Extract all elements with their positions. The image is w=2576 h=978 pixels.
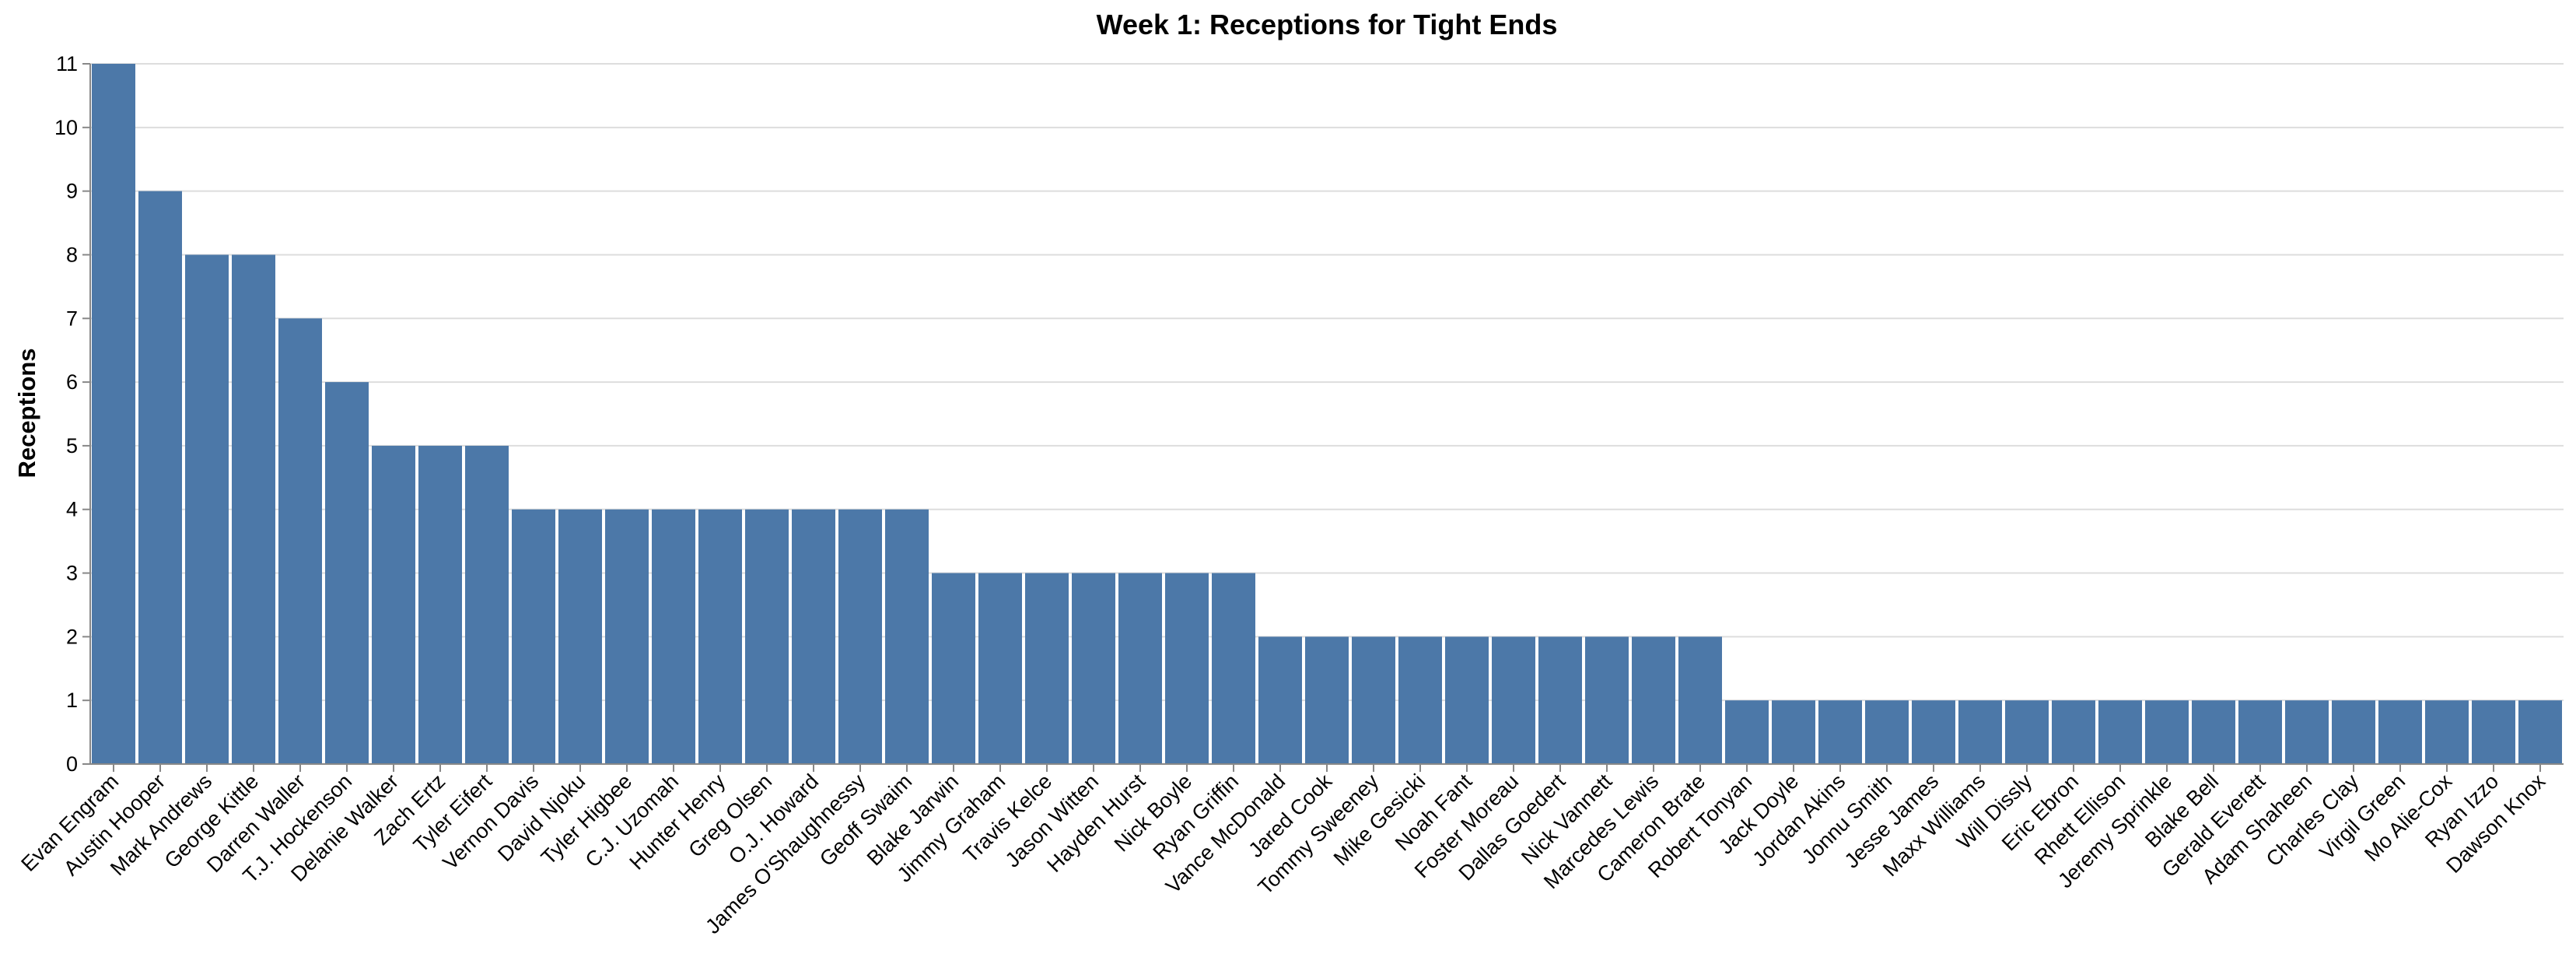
- bar: [2145, 700, 2189, 764]
- y-tick-label: 5: [66, 434, 78, 457]
- bar: [92, 64, 135, 764]
- bar: [418, 445, 462, 764]
- y-tick-label: 11: [56, 52, 78, 75]
- bar: [1398, 636, 1442, 764]
- bar: [2378, 700, 2422, 764]
- bar: [838, 509, 882, 764]
- bar: [605, 509, 649, 764]
- y-tick-label: 4: [66, 498, 78, 521]
- bar: [1865, 700, 1909, 764]
- bar: [465, 445, 509, 764]
- bar: [652, 509, 695, 764]
- bar: [2005, 700, 2049, 764]
- bar: [1212, 573, 1255, 764]
- bar: [1258, 636, 1302, 764]
- y-tick-label: 9: [66, 180, 78, 203]
- bar: [325, 382, 369, 764]
- bar: [1538, 636, 1582, 764]
- bar: [2238, 700, 2282, 764]
- bar: [1072, 573, 1115, 764]
- bar: [2425, 700, 2469, 764]
- bar: [1165, 573, 1209, 764]
- bar: [2052, 700, 2095, 764]
- bar: [2518, 700, 2562, 764]
- y-tick-label: 6: [66, 370, 78, 394]
- bar: [1725, 700, 1769, 764]
- bar: [2472, 700, 2515, 764]
- bar: [2285, 700, 2329, 764]
- bar: [1305, 636, 1349, 764]
- bar: [278, 318, 322, 765]
- bar: [1352, 636, 1395, 764]
- bar: [745, 509, 789, 764]
- bar: [232, 254, 275, 764]
- bar: [1445, 636, 1489, 764]
- bar: [512, 509, 555, 764]
- bar: [1958, 700, 2002, 764]
- y-tick-label: 1: [66, 689, 78, 712]
- y-tick-label: 7: [66, 307, 78, 330]
- bars: [92, 64, 2562, 765]
- bar: [1912, 700, 1955, 764]
- bar: [885, 509, 929, 764]
- bar: [185, 254, 229, 764]
- chart-title: Week 1: Receptions for Tight Ends: [1097, 9, 1558, 40]
- y-tick-label: 3: [66, 562, 78, 585]
- bar: [2332, 700, 2375, 764]
- bar: [2098, 700, 2142, 764]
- bar: [1492, 636, 1535, 764]
- y-tick-label: 2: [66, 625, 78, 648]
- bar: [558, 509, 602, 764]
- bar: [2192, 700, 2235, 764]
- bar: [1118, 573, 1162, 764]
- bar: [1772, 700, 1815, 764]
- bar: [1025, 573, 1069, 764]
- y-tick-label: 0: [66, 752, 78, 776]
- bar: [138, 191, 182, 765]
- y-axis-label: Receptions: [13, 348, 40, 478]
- bar: [792, 509, 835, 764]
- bar: [1818, 700, 1862, 764]
- bar: [932, 573, 975, 764]
- bar: [978, 573, 1022, 764]
- bar: [698, 509, 742, 764]
- bar: [1632, 636, 1675, 764]
- bar: [1678, 636, 1722, 764]
- y-tick-label: 8: [66, 243, 78, 266]
- bar: [372, 445, 415, 764]
- bar: [1585, 636, 1629, 764]
- y-tick-label: 10: [54, 116, 78, 139]
